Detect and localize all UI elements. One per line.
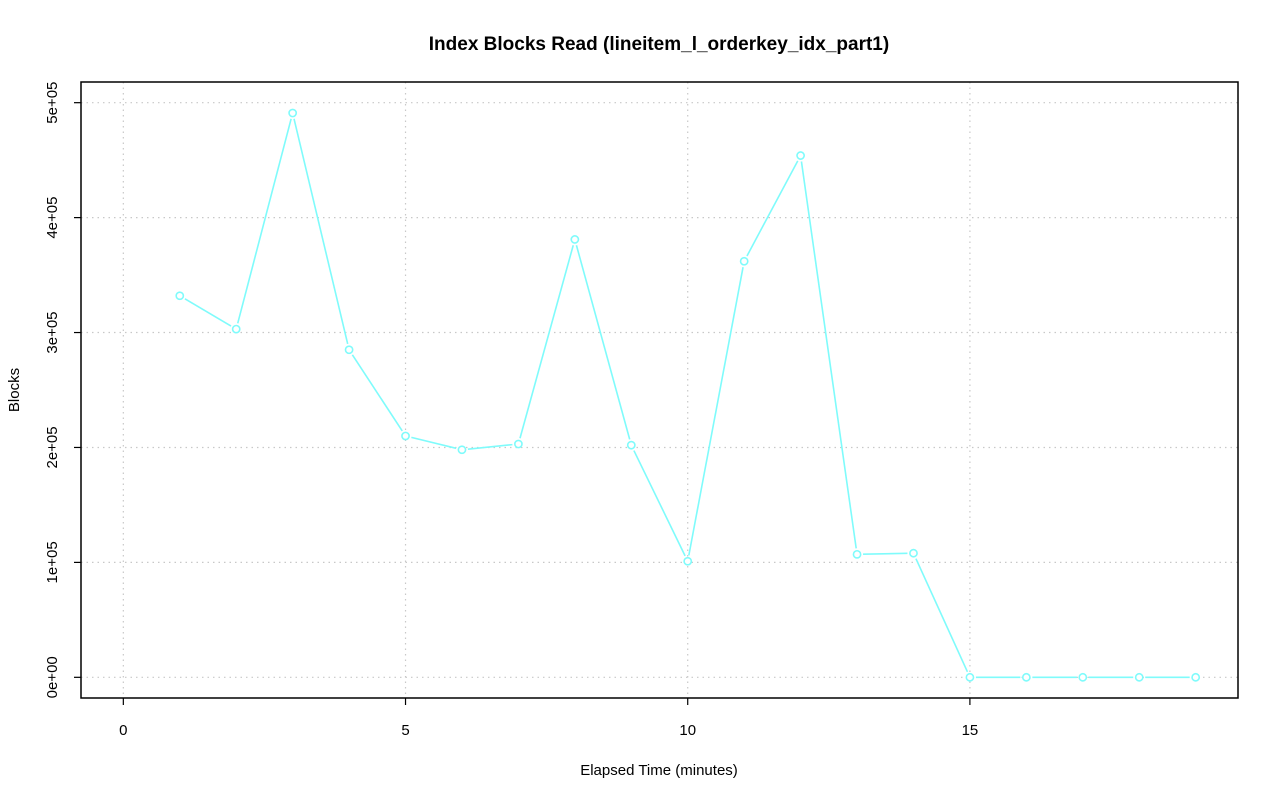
x-tick-label: 15 [962,722,979,739]
series-line-segment [293,118,349,345]
series-line-segment [746,160,799,257]
series-line-segment [184,298,232,327]
y-tick-label: 3e+05 [44,311,61,353]
data-point [796,151,805,160]
chart-title: Index Blocks Read (lineitem_l_orderkey_i… [429,34,889,55]
y-axis-label: Blocks [6,368,23,412]
data-point [739,256,749,266]
data-point [570,235,580,244]
data-point [1134,672,1144,682]
data-point [401,431,410,441]
y-tick-label: 2e+05 [44,426,61,468]
x-axis-label: Elapsed Time (minutes) [580,762,738,779]
series-line-segment [575,245,631,440]
series-layer [175,108,1201,682]
y-tick-label: 1e+05 [44,541,61,583]
data-point [344,345,354,355]
data-point [1191,672,1201,682]
axis-layer: 0 5 10 15 0e+00 1e+05 2e+05 3e+05 4e+05 5e+05 [44,82,978,739]
series-line-segment [236,118,292,324]
y-tick-label: 0e+00 [44,656,61,698]
x-tick-label: 5 [401,722,409,739]
series-line-segment [915,558,969,673]
data-point [1078,672,1088,682]
data-point [683,556,693,566]
plot-frame [80,81,1239,699]
data-point [1021,672,1031,682]
data-point [175,291,185,301]
grid-layer [81,82,1238,698]
data-point [909,548,918,558]
series-line-segment [863,552,908,556]
series-line-segment [800,161,857,549]
data-point [457,445,467,455]
data-point [965,672,975,682]
series-line-segment [519,245,575,439]
data-point [626,440,636,450]
data-point [231,324,241,334]
data-point [852,549,862,559]
series-line-segment [411,436,457,450]
x-tick-label: 0 [119,722,127,739]
series-line-segment [688,267,744,556]
series-line-segment [633,450,686,557]
x-tick-label: 10 [679,722,696,739]
series-line-segment [351,354,403,432]
series-line-segment [467,443,513,450]
y-tick-label: 5e+05 [44,82,61,124]
data-point [514,439,523,449]
y-tick-label: 4e+05 [44,197,61,239]
data-point [288,108,298,118]
